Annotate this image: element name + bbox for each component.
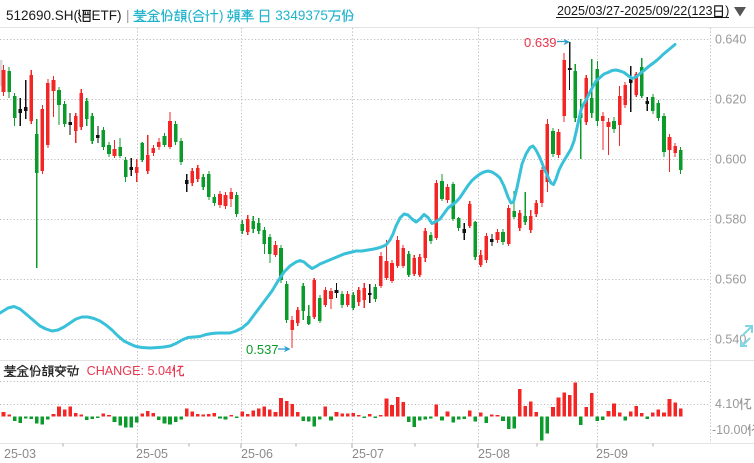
svg-text:ETF): ETF) [92,8,122,23]
svg-text:CHANGE: 5.04: CHANGE: 5.04 [87,364,172,378]
svg-text:0.640: 0.640 [715,33,746,47]
svg-text:4.10: 4.10 [715,397,739,411]
svg-text:25-03: 25-03 [4,447,36,461]
svg-text:25-05: 25-05 [136,447,168,461]
svg-text:25-09: 25-09 [596,447,628,461]
svg-text:0.639: 0.639 [524,35,557,50]
svg-text:25-06: 25-06 [241,447,273,461]
svg-text:0.560: 0.560 [715,273,746,287]
svg-text:): ) [219,8,224,23]
svg-text:-10.00: -10.00 [712,423,747,437]
svg-text:|: | [126,8,130,23]
svg-text:3349375: 3349375 [275,8,328,23]
svg-text:512690.SH(: 512690.SH( [6,8,79,23]
svg-text:(: ( [188,8,193,23]
svg-text:): ) [725,4,729,18]
svg-text:0.620: 0.620 [715,93,746,107]
svg-text:25-07: 25-07 [352,447,384,461]
svg-text:25-08: 25-08 [478,447,510,461]
svg-text:0.600: 0.600 [715,153,746,167]
svg-text:0.580: 0.580 [715,213,746,227]
svg-text:0.537: 0.537 [246,342,279,357]
svg-text:0.540: 0.540 [715,333,746,347]
svg-text:2025/03/27-2025/09/22(123: 2025/03/27-2025/09/22(123 [557,4,712,18]
